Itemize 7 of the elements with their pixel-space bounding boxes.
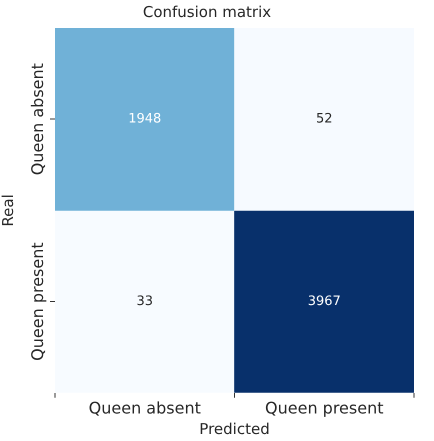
- data-label: 52: [316, 112, 333, 127]
- y-axis-title: Real: [0, 194, 17, 227]
- data-label: 3967: [308, 294, 341, 309]
- chart-title: Confusion matrix: [142, 2, 272, 21]
- data-label: 1948: [128, 112, 162, 127]
- data-label: 33: [136, 294, 154, 309]
- x-axis-title: Predicted: [199, 420, 270, 438]
